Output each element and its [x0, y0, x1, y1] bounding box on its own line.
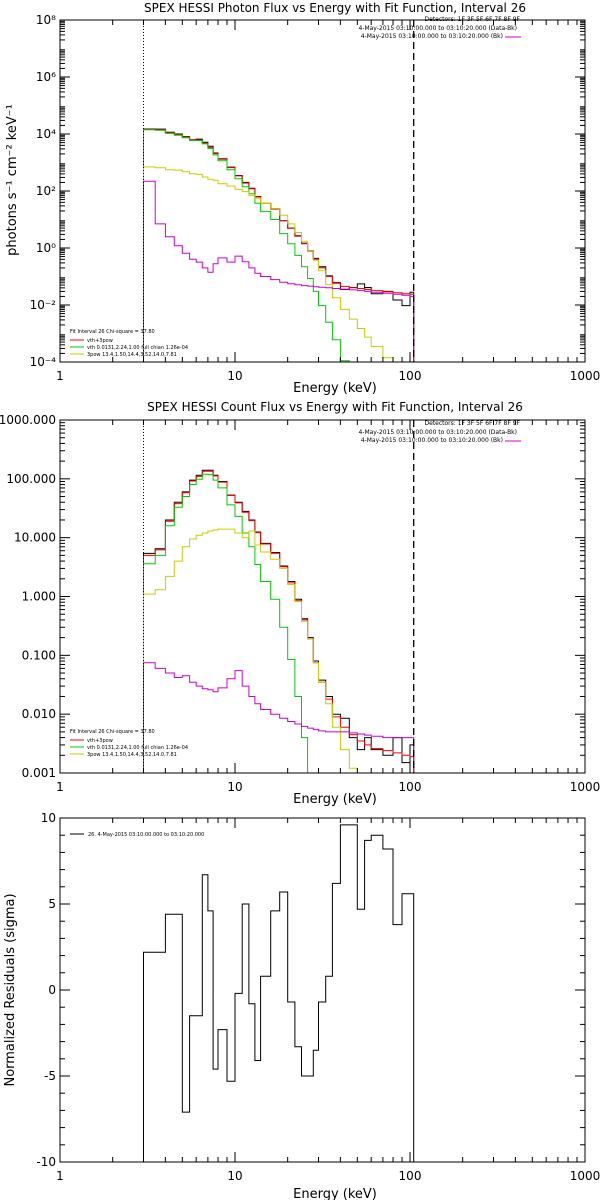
photon-legend-label-2: vth 0.0131,2.24,1.00 full chian 1.26e-04	[87, 345, 188, 351]
count-series-5-line	[143, 662, 415, 773]
photon-plot-frame	[59, 19, 586, 363]
photon-y-tick-label: 10⁻⁴	[30, 355, 57, 369]
residuals-y-tick-label: -10	[36, 1155, 56, 1169]
count-legend-label-1: vth+3pow	[87, 738, 113, 744]
count-x-tick-label: 100	[399, 780, 422, 794]
count-series-group	[143, 469, 415, 773]
count-series-2-line	[143, 470, 415, 773]
photon-series-4-line	[143, 166, 394, 362]
residuals-plot-frame	[59, 817, 586, 1163]
photon-x-tick-label: 1	[56, 369, 64, 383]
residuals-x-tick-label: 1000	[570, 1169, 600, 1183]
photon-x-tick-label: 1000	[570, 369, 600, 383]
photon-x-tick-label: 100	[399, 369, 422, 383]
residuals-legend-label: 26. 4-May-2015 03:10:00.000 to 03:10:20.…	[88, 832, 204, 838]
count-chart-title: SPEX HESSI Count Flux vs Energy with Fit…	[147, 400, 523, 414]
count-x-tick-label: 10	[227, 780, 242, 794]
residuals-x-axis-label: Energy (keV)	[293, 1187, 377, 1200]
count-legend-label-2: vth 0.0131,2.24,1.00 full chian 1.26e-04	[87, 745, 188, 751]
residuals-y-tick-label: 0	[48, 983, 56, 997]
photon-y-tick-label: 10⁰	[36, 241, 56, 255]
count-detectors-text: Detectors: 1F 3F 5F 6F 7F 8F 9F	[424, 420, 520, 427]
count-y-tick-label: 1000.000	[0, 413, 56, 427]
count-x-tick-label: 1000	[570, 780, 600, 794]
photon-series-5-line	[143, 180, 415, 362]
count-plot-frame	[59, 419, 586, 774]
count-x-tick-label: 1	[56, 780, 64, 794]
photon-series-2-line	[143, 128, 415, 362]
residuals-y-axis-label: Normalized Residuals (sigma)	[3, 893, 18, 1086]
count-y-tick-label: 0.001	[22, 766, 56, 780]
count-series-3-line	[143, 473, 309, 773]
residuals-y-tick-label: 10	[41, 811, 56, 825]
residuals-x-tick-label: 10	[227, 1169, 242, 1183]
count-bk-text: 4-May-2015 03:10:00.000 to 03:10:20.000 …	[361, 437, 503, 444]
photon-y-tick-label: 10⁸	[36, 13, 56, 27]
photon-y-tick-label: 10⁻²	[30, 298, 57, 312]
residuals-panel: 26. 4-May-2015 03:10:00.000 to 03:10:20.…	[3, 811, 600, 1202]
photon-x-tick-label: 10	[227, 369, 242, 383]
count-y-tick-label: 100.000	[6, 472, 56, 486]
photon-y-tick-label: 10⁴	[36, 127, 56, 141]
photon-x-axis-label: Energy (keV)	[293, 381, 377, 396]
count-y-tick-label: 0.100	[22, 648, 56, 662]
count-header-lines: Detectors: 1F 3F 5F 6F 7F 8F 9F 4-May-20…	[358, 420, 521, 444]
photon-series-3-line	[143, 129, 350, 362]
photon-flux-panel: SPEX HESSI Photon Flux vs Energy with Fi…	[5, 1, 600, 396]
photon-legend-header: Fit Interval 26 Chi-square = 37.80	[70, 329, 155, 335]
count-x-axis-label: Energy (keV)	[293, 792, 377, 807]
count-series-1-line	[143, 469, 415, 773]
count-legend-label-3: 3pow 13.4,1.50,14.4,3.52,14.0,7.81	[87, 752, 177, 758]
count-data-bk-text: 4-May-2015 03:10:00.000 to 03:10:20.000 …	[358, 429, 517, 436]
photon-y-tick-label: 10²	[36, 184, 56, 198]
count-y-tick-label: 1.000	[22, 590, 56, 604]
photon-y-axis-label: photons s⁻¹ cm⁻² keV⁻¹	[5, 104, 20, 256]
photon-y-tick-label: 10⁶	[36, 70, 56, 84]
count-y-tick-label: 0.010	[22, 707, 56, 721]
photon-series-group	[143, 128, 415, 362]
photon-data-bk-text: 4-May-2015 03:10:00.000 to 03:10:20.000 …	[358, 25, 517, 32]
photon-legend-label-1: vth+3pow	[87, 338, 113, 344]
photon-chart-title: SPEX HESSI Photon Flux vs Energy with Fi…	[144, 1, 526, 15]
photon-bk-text: 4-May-2015 03:10:00.000 to 03:10:20.000 …	[361, 33, 503, 40]
residuals-series-group	[143, 824, 415, 1162]
photon-series-1-line	[143, 128, 415, 362]
count-flux-panel: SPEX HESSI Count Flux vs Energy with Fit…	[0, 400, 600, 807]
residuals-y-tick-label: 5	[48, 897, 56, 911]
count-series-4-line	[143, 528, 358, 773]
photon-legend: Fit Interval 26 Chi-square = 37.80 vth+3…	[70, 329, 188, 358]
residuals-x-tick-label: 100	[399, 1169, 422, 1183]
residuals-x-tick-label: 1	[56, 1169, 64, 1183]
count-legend: Fit Interval 26 Chi-square = 37.80 vth+3…	[70, 729, 188, 758]
residuals-series-1-line	[143, 824, 415, 1162]
residuals-legend: 26. 4-May-2015 03:10:00.000 to 03:10:20.…	[70, 832, 204, 838]
residuals-y-tick-label: -5	[44, 1069, 56, 1083]
photon-legend-label-3: 3pow 13.4,1.50,14.4,3.52,14.0,7.81	[87, 352, 177, 358]
count-legend-header: Fit Interval 26 Chi-square = 37.80	[70, 729, 155, 735]
count-y-tick-label: 10.000	[14, 531, 56, 545]
